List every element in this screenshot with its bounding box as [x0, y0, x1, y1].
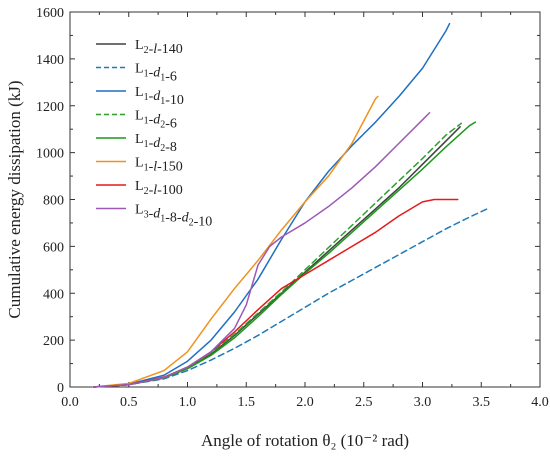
x-axis-title: Angle of rotation θ₂ (10⁻² rad) [201, 431, 409, 450]
y-axis-title: Cumulative energy dissipation (kJ) [5, 80, 24, 318]
series-group [92, 22, 488, 388]
legend-label-1: L1-d1-6 [135, 62, 177, 85]
y-tick-label: 1600 [36, 6, 64, 21]
ticks: 0.0 0.5 1.0 1.5 2.0 2.5 3.0 3.5 4.0 0 200 400 600 800… [36, 6, 549, 410]
series-line-6 [92, 198, 459, 388]
y-tick-label: 1400 [36, 53, 64, 68]
series-line-1 [92, 208, 488, 388]
x-tick-label: 0.5 [120, 395, 138, 410]
series-line-7 [92, 112, 431, 388]
x-tick-label: 2.5 [355, 395, 373, 410]
y-tick-label: 1200 [36, 100, 64, 115]
series-line-5 [92, 95, 379, 388]
legend-label-5: L1-l-150 [135, 156, 183, 175]
x-tick-label: 2.0 [296, 395, 314, 410]
series-line-2 [92, 22, 451, 388]
legend-label-4: L1-d2-8 [135, 132, 177, 155]
legend-label-2: L1-d1-10 [135, 85, 184, 108]
y-tick-label: 800 [43, 194, 64, 209]
x-tick-label: 3.5 [473, 395, 491, 410]
legend-label-6: L2-l-100 [135, 179, 183, 198]
legend-label-7: L3-d1-8-d2-10 [135, 203, 212, 230]
x-tick-label: 3.0 [414, 395, 432, 410]
x-tick-label: 4.0 [531, 395, 549, 410]
y-tick-label: 600 [43, 240, 64, 255]
legend-label-3: L1-d2-6 [135, 109, 177, 132]
series-line-4 [92, 121, 477, 388]
x-tick-label: 1.5 [238, 395, 256, 410]
x-tick-label: 0.0 [61, 395, 79, 410]
y-tick-label: 1000 [36, 147, 64, 162]
legend: L2-l-140 L1-d1-6L1-d1-10L1-d2-6L1-d2-8L1-… [96, 38, 212, 230]
x-tick-label: 1.0 [179, 395, 197, 410]
legend-label-0: L2-l-140 [135, 38, 183, 57]
y-tick-label: 0 [57, 381, 64, 396]
y-tick-label: 400 [43, 287, 64, 302]
y-tick-label: 200 [43, 334, 64, 349]
